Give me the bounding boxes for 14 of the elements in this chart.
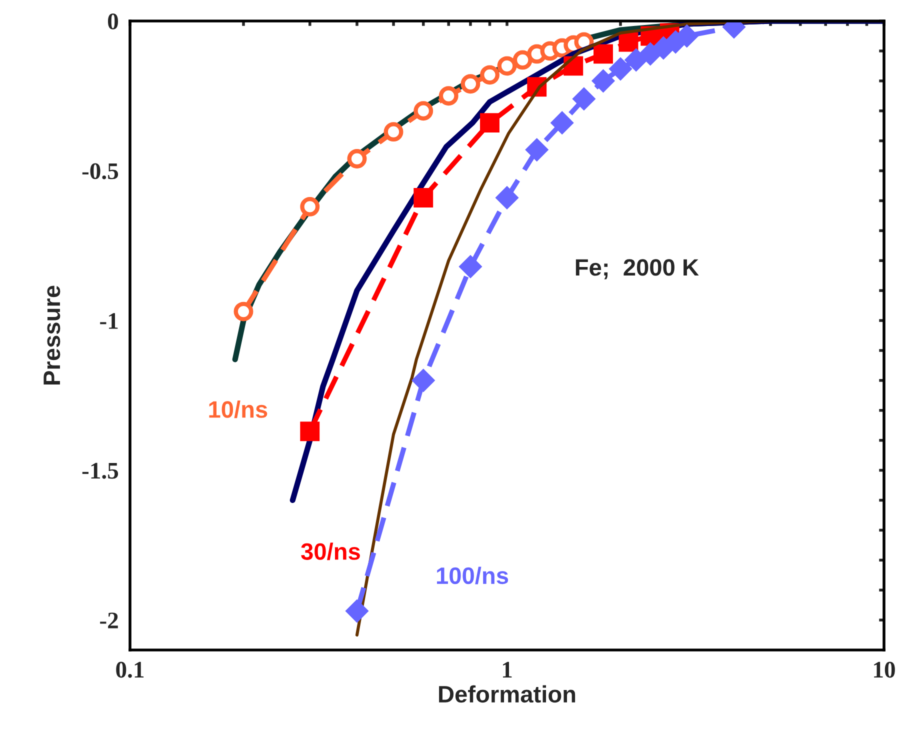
x-axis-title: Deformation <box>439 685 576 703</box>
y-tick-label: -1 <box>100 313 118 329</box>
x-tick-label: 1 <box>502 662 512 678</box>
text: 10/ns <box>209 400 268 418</box>
y-tick-label: -1.5 <box>82 462 118 479</box>
y-tick-label: -2 <box>100 612 118 628</box>
y-tick-label: 0 <box>108 13 118 30</box>
text: 100/ns <box>436 566 508 584</box>
x-tick-label: 0.1 <box>116 662 144 678</box>
y-axis-title: Pressure <box>44 286 60 384</box>
text: 30/ns <box>301 542 360 560</box>
x-tick-label: 10 <box>874 662 895 678</box>
y-tick-label: -0.5 <box>82 163 118 180</box>
annotation: Fe; 2000 K <box>576 259 699 280</box>
